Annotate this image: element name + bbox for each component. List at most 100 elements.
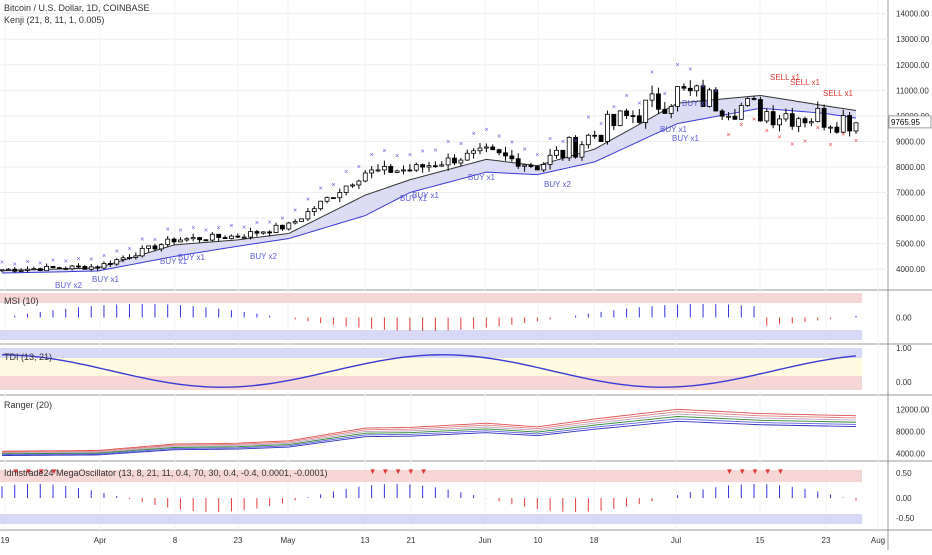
- buy-signal-label: BUY x1: [178, 253, 206, 262]
- candle-body: [324, 197, 330, 202]
- candle-body: [388, 166, 394, 173]
- candle-body: [197, 237, 202, 241]
- candle-body: [235, 235, 241, 238]
- candle-body: [636, 115, 642, 123]
- candle-body: [828, 126, 833, 129]
- candle-body: [350, 184, 355, 187]
- candle-body: [528, 164, 534, 167]
- tdi-middle-zone: [0, 358, 862, 376]
- candle-body: [464, 152, 470, 161]
- candle-body: [719, 110, 725, 117]
- buy-signal-label: BUY x1: [412, 191, 440, 200]
- candle-body: [5, 268, 11, 271]
- candle-body: [503, 152, 508, 157]
- symbol-title[interactable]: Bitcoin / U.S. Dollar, 1D, COINBASE: [4, 3, 150, 13]
- candle-body: [477, 147, 483, 152]
- candle-body: [847, 115, 853, 132]
- cross-marker: ×: [280, 216, 284, 223]
- band-area: [2, 95, 856, 274]
- time-tick-label: 21: [407, 536, 416, 545]
- cross-marker: ×: [586, 114, 590, 121]
- candle-body: [681, 86, 687, 89]
- cross-marker: ×: [382, 148, 386, 155]
- candle-body: [432, 165, 438, 168]
- candle-body: [445, 157, 451, 166]
- sell-signal-label: SELL x1: [770, 73, 800, 82]
- tdi-tick-label: 1.00: [896, 344, 912, 353]
- candle-body: [69, 265, 75, 270]
- candle-body: [356, 180, 362, 186]
- candle-body: [515, 158, 521, 167]
- cross-marker: ×: [13, 261, 17, 268]
- candle-body: [133, 255, 139, 258]
- candle-body: [420, 164, 426, 168]
- candle-body: [668, 106, 674, 114]
- cross-marker: ×: [841, 131, 845, 138]
- msi-tick-label: 0.00: [896, 314, 912, 323]
- ranger-line: [1, 413, 857, 454]
- candle-body: [209, 233, 215, 241]
- tdi-lower-zone: [0, 376, 862, 390]
- candle-body: [598, 134, 604, 142]
- mega-tick-label: 0.00: [896, 494, 912, 503]
- buy-signal-label: BUY x1: [468, 173, 496, 182]
- ranger-line: [1, 408, 857, 452]
- cross-marker: ×: [217, 225, 221, 232]
- cross-marker: ×: [191, 225, 195, 232]
- buy-signal-label: BUY x1: [660, 125, 688, 134]
- cross-marker: ×: [331, 182, 335, 189]
- candles: [0, 79, 859, 273]
- time-tick-label: 13: [361, 536, 370, 545]
- candle-body: [656, 93, 661, 110]
- cross-marker: ×: [38, 261, 42, 268]
- cross-marker: ×: [510, 140, 514, 147]
- ranger-line: [1, 420, 857, 456]
- price-tick-label: 4000.00: [896, 265, 925, 274]
- cross-marker: ×: [472, 131, 476, 138]
- price-tick-label: 11000.00: [896, 86, 929, 95]
- tdi-title[interactable]: TDI (13, 21): [4, 352, 53, 362]
- cross-marker: ×: [650, 70, 654, 77]
- candle-body: [56, 267, 62, 270]
- candle-body: [337, 192, 343, 199]
- candle-body: [758, 99, 763, 122]
- cross-marker: ×: [739, 122, 743, 129]
- candle-body: [617, 110, 623, 126]
- mega-tick-label: -0.50: [896, 514, 915, 523]
- mega-title[interactable]: Idnistrade24 MegaOscillator (13, 8, 21, …: [4, 468, 328, 478]
- msi-title[interactable]: MSI (10): [4, 296, 39, 306]
- cross-marker: ×: [778, 135, 782, 142]
- sell-signal-label: SELL x1: [790, 78, 820, 87]
- candle-body: [18, 270, 24, 272]
- indicator-label[interactable]: Kenji (21, 8, 11, 1, 0.005): [4, 15, 105, 25]
- candle-body: [229, 235, 234, 239]
- candle-body: [216, 233, 222, 238]
- candle-body: [165, 238, 171, 246]
- price-tick-label: 8000.00: [896, 163, 925, 172]
- mega-sell-triangle: ▼: [12, 467, 20, 476]
- time-tick-label: Apr: [94, 536, 107, 545]
- candle-body: [783, 113, 789, 120]
- candle-body: [579, 144, 585, 158]
- candle-body: [311, 208, 317, 212]
- cross-marker: ×: [64, 259, 68, 266]
- cross-marker: ×: [752, 117, 756, 124]
- ranger-panel: [1, 408, 857, 456]
- cross-marker: ×: [688, 66, 692, 73]
- candle-body: [509, 155, 515, 160]
- cross-marker: ×: [484, 127, 488, 134]
- time-tick-label: 18: [590, 536, 599, 545]
- candle-body: [362, 172, 368, 182]
- candle-body: [821, 107, 827, 128]
- mega-sell-triangle: ▼: [738, 467, 746, 476]
- mega-sell-triangle: ▼: [420, 467, 428, 476]
- ranger-line: [1, 418, 857, 456]
- candle-body: [114, 259, 120, 265]
- candle-body: [407, 169, 413, 172]
- mega-sell-triangle: ▼: [764, 467, 772, 476]
- ranger-line: [1, 416, 857, 455]
- candle-body: [203, 239, 209, 242]
- candle-body: [694, 85, 700, 92]
- candle-body: [76, 265, 81, 268]
- ranger-title[interactable]: Ranger (20): [4, 400, 53, 410]
